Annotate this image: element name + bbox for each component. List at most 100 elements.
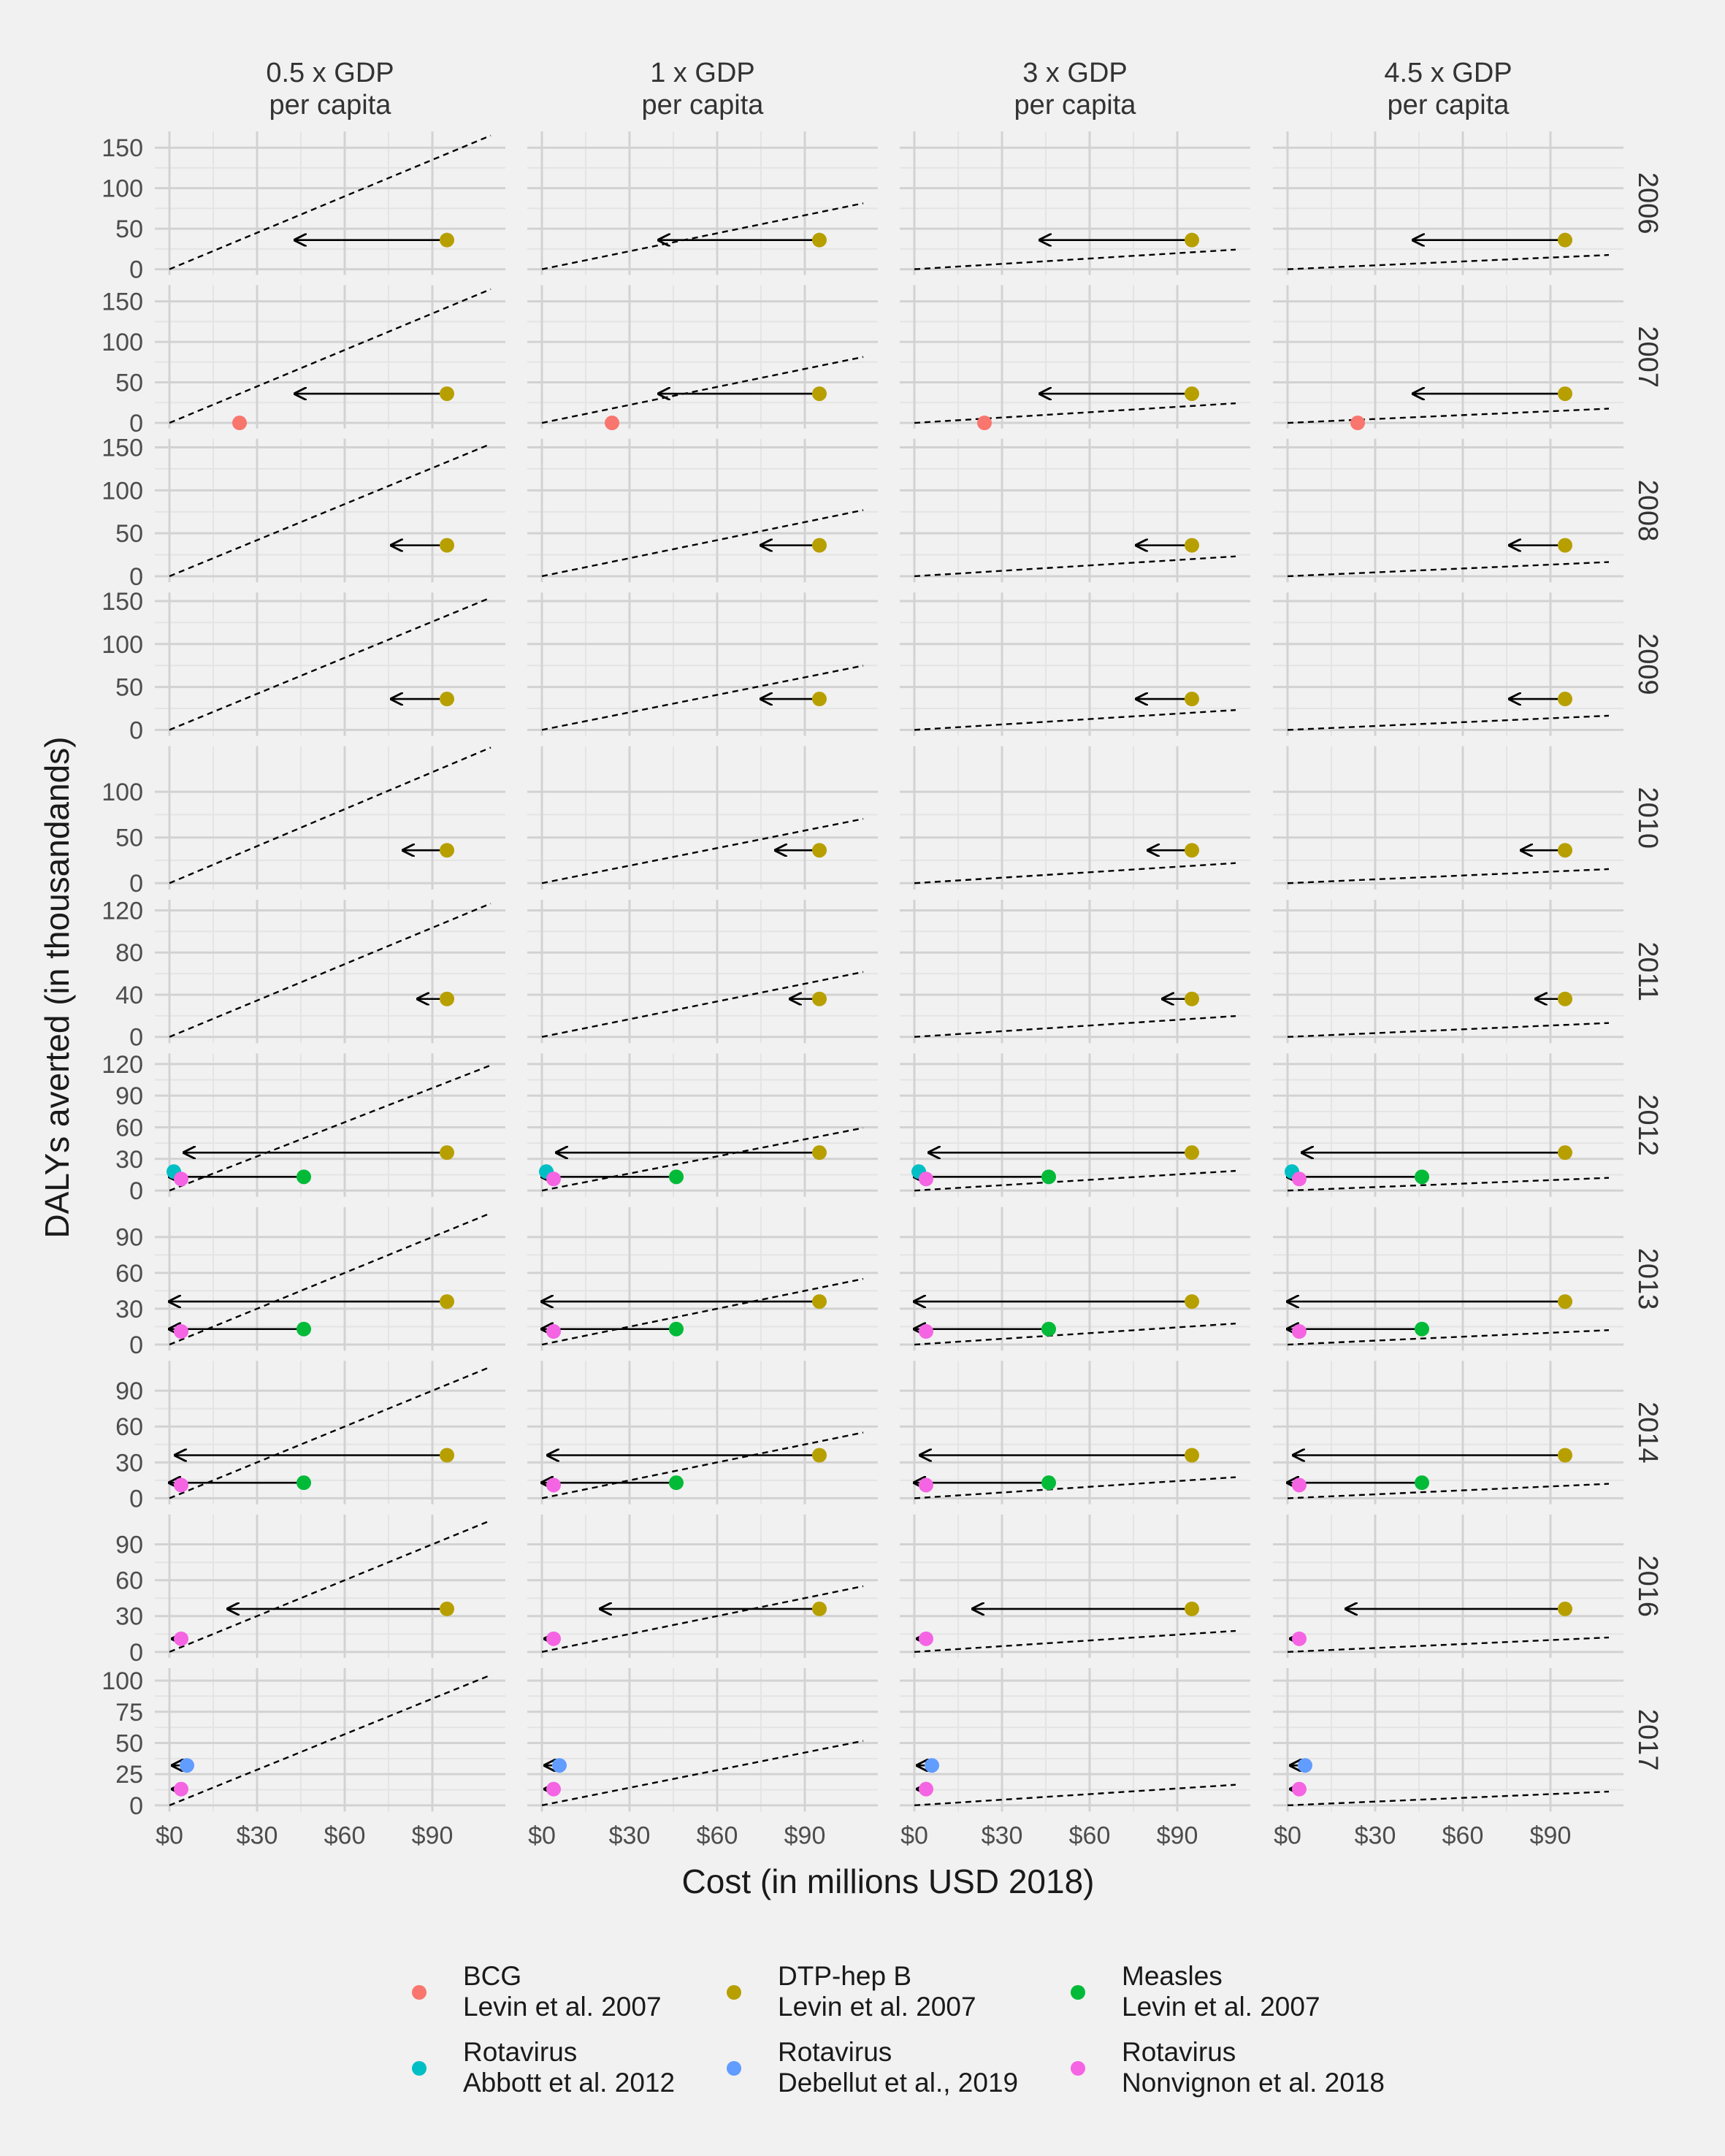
panel-2012-col4 bbox=[1273, 1053, 1623, 1197]
data-point bbox=[174, 1631, 188, 1646]
data-point bbox=[440, 1294, 454, 1310]
data-point bbox=[1558, 692, 1572, 707]
threshold-line bbox=[914, 1784, 1236, 1807]
y-tick-label: 60 bbox=[115, 1567, 143, 1595]
threshold-line bbox=[914, 709, 1236, 731]
data-point bbox=[812, 1145, 827, 1161]
panel-2010-col1 bbox=[155, 746, 505, 890]
y-tick-label: 0 bbox=[129, 256, 143, 284]
data-point bbox=[669, 1321, 684, 1337]
data-point bbox=[440, 232, 454, 248]
threshold-line bbox=[169, 902, 492, 1038]
data-point bbox=[552, 1758, 567, 1773]
data-point bbox=[919, 1324, 933, 1339]
y-tick-label: 100 bbox=[102, 329, 143, 356]
x-tick-label: $30 bbox=[609, 1821, 651, 1849]
x-tick-label: $90 bbox=[412, 1821, 454, 1849]
legend-label-line2: Nonvignon et al. 2018 bbox=[1122, 2068, 1385, 2098]
panel-2014-col3 bbox=[900, 1361, 1250, 1505]
data-point bbox=[1292, 1171, 1307, 1187]
threshold-line bbox=[914, 862, 1236, 884]
y-tick-label: 150 bbox=[102, 134, 143, 162]
y-tick-label: 50 bbox=[115, 674, 143, 702]
panel-2016-col2 bbox=[527, 1514, 878, 1658]
threshold-line bbox=[914, 1629, 1236, 1654]
data-point bbox=[1415, 1321, 1429, 1337]
legend-label-line2: Levin et al. 2007 bbox=[463, 1992, 662, 2022]
panel-2006-col3 bbox=[900, 131, 1250, 275]
y-tick-label: 60 bbox=[115, 1413, 143, 1441]
threshold-line bbox=[1287, 1636, 1610, 1654]
data-point bbox=[812, 991, 827, 1006]
data-point bbox=[1041, 1169, 1056, 1185]
y-tick-label: 0 bbox=[129, 716, 143, 744]
y-tick-label: 90 bbox=[115, 1377, 143, 1405]
y-tick-label: 30 bbox=[115, 1603, 143, 1631]
row-strip-label: 2014 bbox=[1632, 1402, 1663, 1464]
y-tick-label: 0 bbox=[129, 1639, 143, 1667]
threshold-line bbox=[541, 665, 864, 731]
data-point bbox=[812, 538, 827, 553]
data-point bbox=[1558, 1448, 1572, 1463]
data-point bbox=[1185, 1145, 1199, 1161]
threshold-line bbox=[1287, 714, 1610, 731]
column-header-4-line2: per capita bbox=[1388, 90, 1510, 121]
panel-2010-col3 bbox=[900, 746, 1250, 890]
y-tick-label: 90 bbox=[115, 1082, 143, 1110]
threshold-line bbox=[169, 1212, 492, 1346]
column-header-1-line2: per capita bbox=[269, 90, 392, 121]
data-point bbox=[812, 1601, 827, 1616]
y-tick-label: 150 bbox=[102, 435, 143, 462]
x-tick-label: $60 bbox=[324, 1821, 366, 1849]
data-point bbox=[546, 1324, 561, 1339]
panel-2012-col2 bbox=[527, 1053, 878, 1197]
y-tick-label: 100 bbox=[102, 631, 143, 659]
threshold-line bbox=[914, 402, 1236, 424]
threshold-line bbox=[914, 1323, 1236, 1346]
data-point bbox=[812, 232, 827, 248]
threshold-line bbox=[914, 248, 1236, 270]
panel-2009-col1 bbox=[155, 592, 505, 736]
y-tick-label: 120 bbox=[102, 1051, 143, 1079]
legend-swatch bbox=[727, 2061, 741, 2076]
threshold-line bbox=[1287, 561, 1610, 578]
y-tick-label: 30 bbox=[115, 1449, 143, 1477]
threshold-line bbox=[541, 356, 864, 424]
panel-2017-col1 bbox=[155, 1668, 505, 1812]
legend-label-line2: Levin et al. 2007 bbox=[1122, 1992, 1320, 2022]
panel-2011-col3 bbox=[900, 900, 1250, 1044]
panel-2008-col3 bbox=[900, 438, 1250, 583]
panel-2006-col1 bbox=[155, 131, 505, 275]
threshold-line bbox=[1287, 868, 1610, 884]
panel-2011-col2 bbox=[527, 900, 878, 1044]
panel-2010-col2 bbox=[527, 746, 878, 890]
threshold-line bbox=[1287, 1177, 1610, 1192]
y-tick-label: 0 bbox=[129, 1024, 143, 1052]
threshold-line bbox=[914, 1476, 1236, 1499]
x-tick-label: $60 bbox=[1069, 1821, 1111, 1849]
panel-2007-col3 bbox=[900, 285, 1250, 431]
panel-2017-col2 bbox=[527, 1668, 878, 1812]
panel-2016-col3 bbox=[900, 1514, 1250, 1658]
data-point bbox=[440, 843, 454, 858]
data-point bbox=[1292, 1631, 1307, 1646]
data-point bbox=[919, 1631, 933, 1646]
threshold-line bbox=[914, 1169, 1236, 1192]
data-point bbox=[925, 1758, 939, 1773]
column-header-3-line1: 3 x GDP bbox=[1022, 58, 1128, 88]
data-point bbox=[546, 1171, 561, 1187]
threshold-line bbox=[169, 1366, 492, 1499]
threshold-line bbox=[169, 1519, 492, 1653]
legend-label-line2: Levin et al. 2007 bbox=[778, 1992, 976, 2022]
legend-label-line1: Rotavirus bbox=[1122, 2037, 1236, 2067]
y-tick-label: 40 bbox=[115, 982, 143, 1009]
y-tick-label: 60 bbox=[115, 1114, 143, 1142]
data-point bbox=[1041, 1475, 1056, 1491]
y-tick-label: 150 bbox=[102, 288, 143, 316]
x-tick-label: $90 bbox=[784, 1821, 826, 1849]
y-tick-label: 75 bbox=[115, 1699, 143, 1727]
y-tick-label: 0 bbox=[129, 563, 143, 591]
data-point bbox=[1185, 386, 1199, 402]
